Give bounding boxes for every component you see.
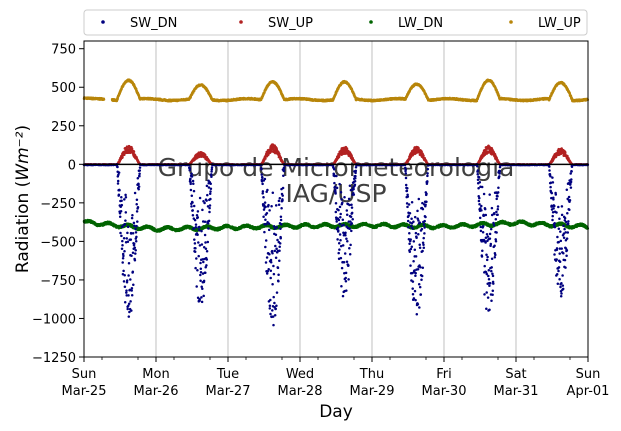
data-point (132, 150, 136, 154)
data-point (264, 157, 267, 160)
data-point (102, 98, 106, 101)
data-points (82, 78, 590, 327)
series-lw-up (82, 78, 590, 103)
data-point (422, 154, 425, 158)
data-point (345, 147, 349, 150)
data-point (417, 146, 420, 150)
data-point (116, 97, 119, 101)
grid-lines (155, 41, 517, 357)
